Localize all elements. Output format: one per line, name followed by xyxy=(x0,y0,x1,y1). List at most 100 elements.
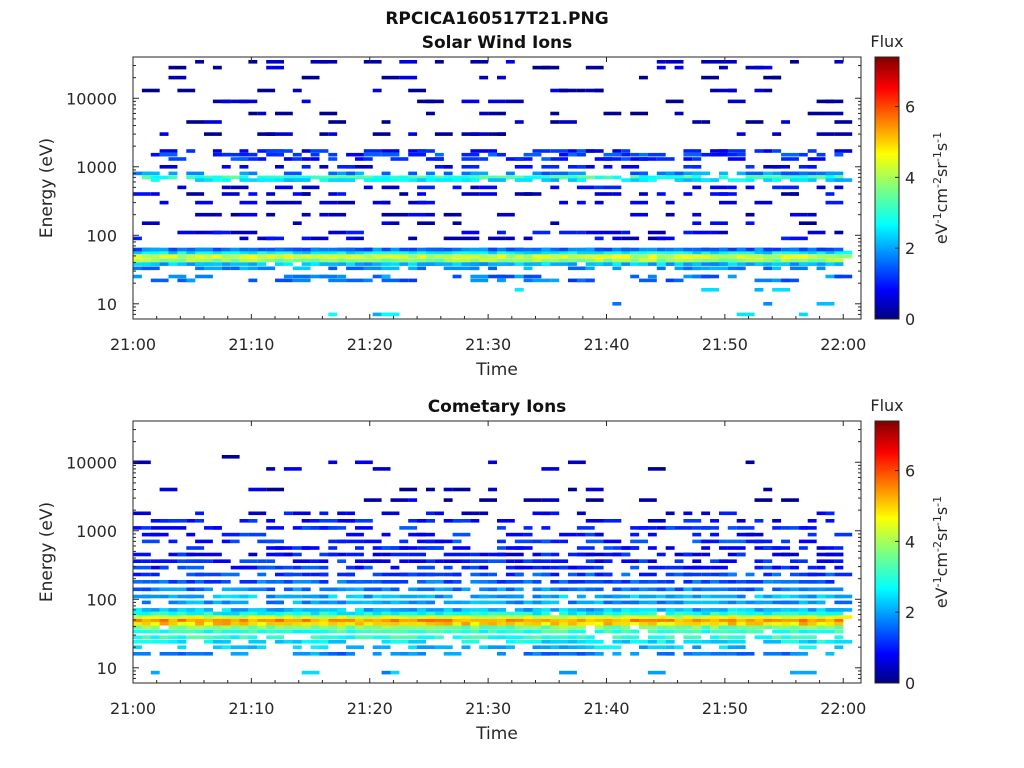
heatmap-cell xyxy=(150,258,160,263)
heatmap-cell xyxy=(656,640,675,644)
heatmap-cell xyxy=(727,546,746,550)
heatmap-cell xyxy=(719,608,728,612)
heatmap-cell xyxy=(186,565,205,570)
heatmap-cell xyxy=(683,552,693,557)
x-tick-label: 21:30 xyxy=(465,335,511,354)
heatmap-cell xyxy=(834,532,853,537)
heatmap-cell xyxy=(363,580,373,584)
heatmap-cell xyxy=(328,611,347,616)
heatmap-cell xyxy=(585,278,595,283)
heatmap-cell xyxy=(568,611,577,616)
heatmap-cell xyxy=(195,175,204,180)
heatmap-cell xyxy=(328,258,347,263)
heatmap-cell xyxy=(239,165,249,169)
heatmap-cell xyxy=(346,532,364,537)
heatmap-cell xyxy=(612,611,622,616)
heatmap-cell xyxy=(497,587,506,592)
heatmap-cell xyxy=(141,88,160,93)
heatmap-cell xyxy=(798,600,808,605)
heatmap-cell xyxy=(550,640,569,644)
heatmap-cell xyxy=(736,132,746,136)
heatmap-cell xyxy=(177,559,196,563)
heatmap-cell xyxy=(186,519,196,523)
heatmap-cell xyxy=(647,519,666,523)
heatmap-cell xyxy=(541,526,551,530)
heatmap-cell xyxy=(692,526,711,530)
heatmap-cell xyxy=(523,247,533,252)
heatmap-cell xyxy=(585,618,604,623)
heatmap-cell xyxy=(426,559,435,563)
heatmap-cell xyxy=(177,580,187,584)
heatmap-cell xyxy=(319,254,329,259)
heatmap-cell xyxy=(710,635,719,639)
heatmap-cell xyxy=(195,629,204,634)
heatmap-cell xyxy=(683,519,702,523)
heatmap-cell xyxy=(488,625,497,630)
heatmap-cell xyxy=(807,111,826,116)
heatmap-cell xyxy=(319,247,329,252)
heatmap-cell xyxy=(434,587,444,592)
heatmap-cell xyxy=(576,258,586,263)
y-tick-label: 10000 xyxy=(66,453,117,472)
heatmap-cell xyxy=(585,519,604,523)
heatmap-cell xyxy=(221,580,231,584)
heatmap-cell xyxy=(168,165,178,169)
heatmap-cell xyxy=(363,250,373,255)
heatmap-cell xyxy=(292,600,302,605)
heatmap-cell xyxy=(514,539,533,544)
heatmap-cell xyxy=(204,120,222,124)
heatmap-cell xyxy=(541,572,551,577)
heatmap-cell xyxy=(399,487,418,492)
heatmap-cell xyxy=(328,608,347,612)
heatmap-cell xyxy=(603,258,613,263)
heatmap-cell xyxy=(443,552,462,557)
heatmap-cell xyxy=(559,262,568,266)
heatmap-cell xyxy=(701,60,719,64)
heatmap-cell xyxy=(639,250,648,255)
colorbar xyxy=(874,56,900,320)
heatmap-cell xyxy=(585,652,604,656)
heatmap-cell xyxy=(141,611,151,616)
heatmap-cell xyxy=(612,640,622,644)
heatmap-cell xyxy=(781,185,799,190)
heatmap-cell xyxy=(248,171,258,176)
heatmap-cell xyxy=(248,60,258,64)
heatmap-cell xyxy=(221,152,240,157)
heatmap-cell xyxy=(727,629,737,634)
heatmap-cell xyxy=(772,149,782,153)
heatmap-cell xyxy=(150,635,160,639)
heatmap-cell xyxy=(772,565,782,570)
heatmap-cell xyxy=(399,618,409,623)
heatmap-cell xyxy=(585,165,595,169)
heatmap-cell xyxy=(727,258,737,263)
heatmap-cell xyxy=(825,580,835,584)
heatmap-cell xyxy=(417,200,435,205)
heatmap-cell xyxy=(816,185,826,190)
heatmap-cell xyxy=(177,611,196,616)
heatmap-cell xyxy=(781,539,790,544)
heatmap-cell xyxy=(283,572,302,577)
heatmap-cell xyxy=(754,611,764,616)
heatmap-cell xyxy=(647,618,657,623)
heatmap-cell xyxy=(719,600,728,605)
heatmap-cell xyxy=(168,75,187,80)
heatmap-cell xyxy=(355,165,373,169)
heatmap-cell xyxy=(621,157,631,161)
heatmap-cell xyxy=(204,132,222,136)
heatmap-cell xyxy=(505,559,515,563)
heatmap-cell xyxy=(647,611,657,616)
heatmap-cell xyxy=(816,615,826,619)
heatmap-cell xyxy=(381,262,391,266)
heatmap-cell xyxy=(399,526,418,530)
heatmap-cell xyxy=(647,621,657,626)
heatmap-cell xyxy=(727,247,746,252)
heatmap-cell xyxy=(328,600,347,605)
heatmap-cell xyxy=(399,625,409,630)
heatmap-cell xyxy=(426,600,435,605)
heatmap-cell xyxy=(328,312,338,317)
heatmap-cell xyxy=(603,192,613,196)
heatmap-cell xyxy=(248,247,258,252)
heatmap-cell xyxy=(283,171,302,176)
heatmap-cell xyxy=(417,221,435,225)
heatmap-cell xyxy=(656,250,675,255)
